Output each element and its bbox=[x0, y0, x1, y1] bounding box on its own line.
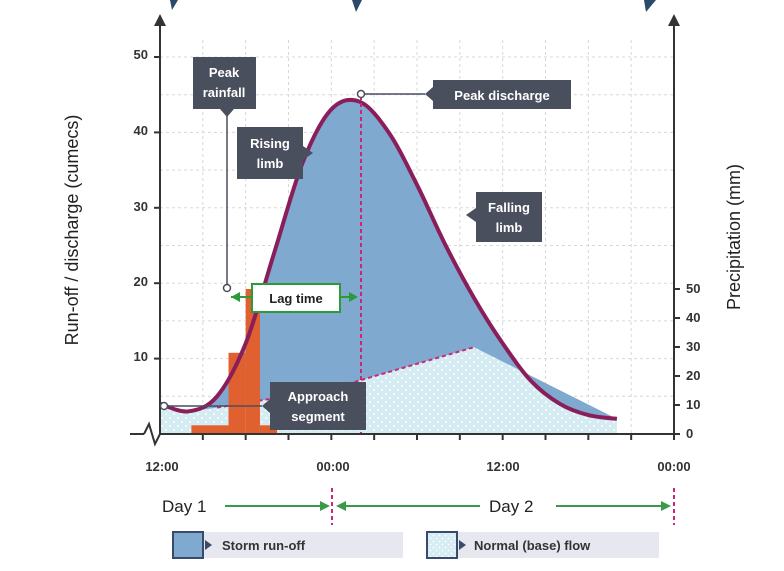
right-tick-label: 40 bbox=[686, 310, 700, 325]
rising-limb-label-line2: limb bbox=[257, 156, 284, 171]
rainfall-bar bbox=[191, 425, 229, 434]
legend-label-storm: Storm run-off bbox=[222, 538, 306, 553]
legend: Storm run-off Normal (base) flow bbox=[172, 531, 659, 559]
approach-segment-label-line1: Approach bbox=[288, 389, 349, 404]
axis-break-icon bbox=[143, 421, 161, 447]
left-tick-label: 20 bbox=[134, 274, 148, 289]
day2-start-arrow-icon bbox=[336, 501, 346, 511]
x-tick-label: 12:00 bbox=[486, 459, 519, 474]
falling-limb-callout: Falling limb bbox=[466, 192, 542, 242]
right-axis-arrow-icon bbox=[668, 14, 680, 26]
rising-limb-callout: Rising limb bbox=[237, 127, 313, 179]
left-axis bbox=[154, 14, 166, 434]
legend-swatch-base bbox=[426, 531, 458, 559]
rainfall-bar bbox=[259, 425, 278, 434]
peak-rainfall-callout: Peak rainfall bbox=[193, 57, 256, 293]
peak-rainfall-label-line2: rainfall bbox=[203, 85, 246, 100]
day-markers: Day 1 Day 2 bbox=[162, 488, 675, 525]
decor-arrow-icon-left bbox=[170, 0, 178, 10]
lag-arrow-right-icon bbox=[349, 292, 358, 302]
x-tick-label: 00:00 bbox=[316, 459, 349, 474]
rising-limb-label-line1: Rising bbox=[250, 136, 290, 151]
legend-item-storm-runoff: Storm run-off bbox=[172, 531, 403, 559]
left-axis-arrow-icon bbox=[154, 14, 166, 26]
lag-time-indicator: Lag time bbox=[231, 283, 358, 313]
right-axis-title: Precipitation (mm) bbox=[724, 164, 744, 310]
storm-runoff-area bbox=[160, 99, 617, 419]
right-tick-labels: 0 10 20 30 40 50 bbox=[686, 281, 700, 441]
peak-rainfall-label-line1: Peak bbox=[209, 65, 240, 80]
day2-end-arrow-icon bbox=[661, 501, 671, 511]
left-axis-title: Run-off / discharge (cumecs) bbox=[62, 115, 82, 346]
discharge-curve bbox=[159, 97, 618, 421]
right-axis bbox=[668, 14, 680, 434]
right-tick-label: 20 bbox=[686, 368, 700, 383]
lag-time-label: Lag time bbox=[269, 291, 322, 306]
left-tick-label: 40 bbox=[134, 123, 148, 138]
day1-arrow-icon bbox=[320, 501, 330, 511]
left-tick-label: 50 bbox=[134, 47, 148, 62]
axis-ticks bbox=[154, 56, 680, 440]
x-tick-label: 12:00 bbox=[145, 459, 178, 474]
day2-label: Day 2 bbox=[489, 497, 533, 516]
falling-limb-label-line1: Falling bbox=[488, 200, 530, 215]
day1-label: Day 1 bbox=[162, 497, 206, 516]
left-tick-label: 30 bbox=[134, 199, 148, 214]
right-tick-label: 50 bbox=[686, 281, 700, 296]
approach-segment-callout: Approach segment bbox=[159, 382, 366, 430]
peak-discharge-label: Peak discharge bbox=[454, 88, 549, 103]
left-tick-labels: 10 20 30 40 50 bbox=[134, 47, 148, 364]
falling-limb-label-line2: limb bbox=[496, 220, 523, 235]
approach-segment-label-line2: segment bbox=[291, 409, 345, 424]
right-tick-label: 30 bbox=[686, 339, 700, 354]
left-tick-label: 10 bbox=[134, 349, 148, 364]
decor-arrow-icon-middle bbox=[352, 0, 362, 12]
decor-arrow-icon-right bbox=[644, 0, 656, 12]
peak-discharge-callout: Peak discharge bbox=[356, 80, 571, 109]
right-tick-label: 10 bbox=[686, 397, 700, 412]
rainfall-bar bbox=[245, 289, 260, 434]
x-tick-labels: 12:00 00:00 12:00 00:00 bbox=[145, 459, 690, 474]
x-tick-label: 00:00 bbox=[657, 459, 690, 474]
legend-swatch-storm bbox=[172, 531, 204, 559]
legend-item-base-flow: Normal (base) flow bbox=[426, 531, 659, 559]
lag-arrow-left-icon bbox=[231, 292, 240, 302]
right-tick-label: 0 bbox=[686, 426, 693, 441]
legend-label-base: Normal (base) flow bbox=[474, 538, 591, 553]
